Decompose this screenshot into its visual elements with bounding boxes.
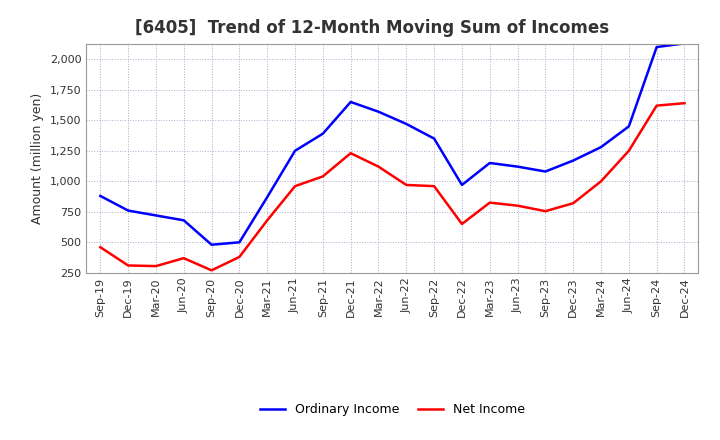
Net Income xyxy=(318,174,327,179)
Legend: Ordinary Income, Net Income: Ordinary Income, Net Income xyxy=(255,398,530,421)
Ordinary Income xyxy=(652,44,661,50)
Ordinary Income xyxy=(179,218,188,223)
Ordinary Income xyxy=(402,121,410,127)
Net Income xyxy=(458,221,467,227)
Net Income xyxy=(179,256,188,261)
Ordinary Income xyxy=(235,240,243,245)
Net Income xyxy=(485,200,494,205)
Net Income xyxy=(291,183,300,189)
Net Income xyxy=(402,182,410,187)
Net Income xyxy=(541,209,550,214)
Ordinary Income xyxy=(680,41,689,46)
Net Income xyxy=(374,164,383,169)
Ordinary Income xyxy=(597,144,606,150)
Ordinary Income xyxy=(124,208,132,213)
Ordinary Income xyxy=(485,160,494,165)
Net Income xyxy=(624,148,633,154)
Y-axis label: Amount (million yen): Amount (million yen) xyxy=(32,93,45,224)
Net Income xyxy=(346,150,355,156)
Net Income xyxy=(680,101,689,106)
Ordinary Income xyxy=(263,194,271,200)
Ordinary Income xyxy=(291,148,300,154)
Ordinary Income xyxy=(569,158,577,163)
Ordinary Income xyxy=(152,213,161,218)
Net Income xyxy=(207,268,216,273)
Ordinary Income xyxy=(374,109,383,114)
Ordinary Income xyxy=(430,136,438,141)
Ordinary Income xyxy=(513,164,522,169)
Text: [6405]  Trend of 12-Month Moving Sum of Incomes: [6405] Trend of 12-Month Moving Sum of I… xyxy=(135,19,610,37)
Ordinary Income xyxy=(96,193,104,198)
Line: Net Income: Net Income xyxy=(100,103,685,270)
Net Income xyxy=(513,203,522,208)
Ordinary Income xyxy=(318,131,327,136)
Ordinary Income xyxy=(624,124,633,129)
Ordinary Income xyxy=(207,242,216,247)
Net Income xyxy=(235,254,243,260)
Ordinary Income xyxy=(458,182,467,187)
Net Income xyxy=(569,201,577,206)
Ordinary Income xyxy=(541,169,550,174)
Net Income xyxy=(96,245,104,250)
Ordinary Income xyxy=(346,99,355,105)
Net Income xyxy=(152,264,161,269)
Net Income xyxy=(124,263,132,268)
Net Income xyxy=(430,183,438,189)
Line: Ordinary Income: Ordinary Income xyxy=(100,44,685,245)
Net Income xyxy=(597,179,606,184)
Net Income xyxy=(652,103,661,108)
Net Income xyxy=(263,218,271,223)
